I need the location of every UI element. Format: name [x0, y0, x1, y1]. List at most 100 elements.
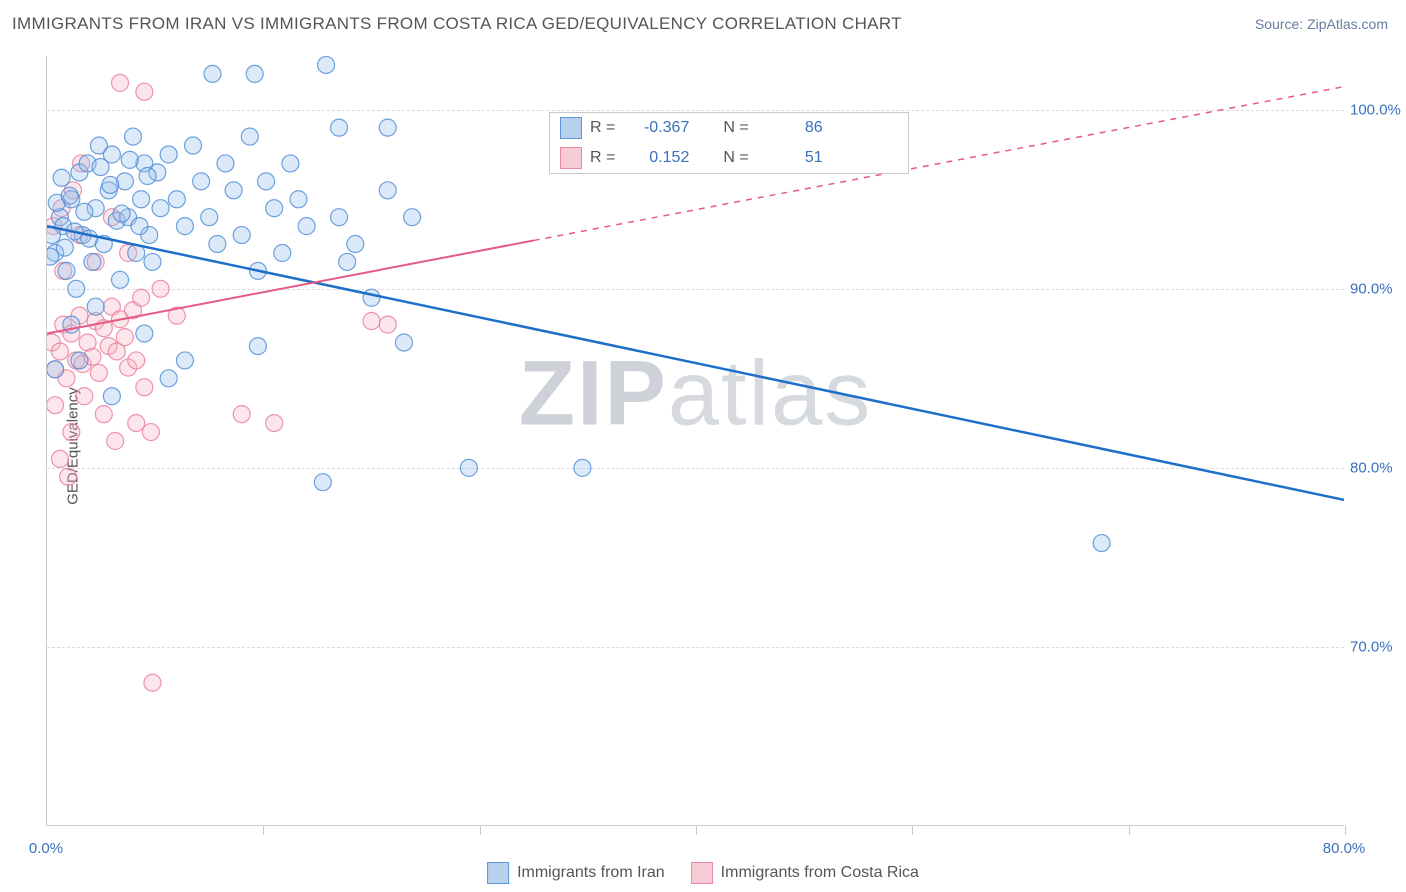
costa-rica-n-value: 51 — [761, 149, 823, 167]
data-point — [209, 236, 226, 253]
data-point — [76, 388, 93, 405]
data-point — [233, 406, 250, 423]
data-point — [128, 352, 145, 369]
data-point — [136, 83, 153, 100]
chart-title: IMMIGRANTS FROM IRAN VS IMMIGRANTS FROM … — [12, 14, 902, 34]
r-label: R = — [590, 119, 615, 137]
data-point — [76, 203, 93, 220]
n-label: N = — [723, 149, 748, 167]
data-point — [92, 159, 109, 176]
data-point — [1093, 535, 1110, 552]
swatch-iran-bottom — [487, 862, 509, 884]
data-point — [51, 450, 68, 467]
x-axis-label: 80.0% — [1323, 840, 1366, 857]
data-point — [144, 253, 161, 270]
data-point — [60, 468, 77, 485]
data-point — [290, 191, 307, 208]
data-point — [131, 218, 148, 235]
data-point — [233, 227, 250, 244]
data-point — [298, 218, 315, 235]
data-point — [318, 56, 335, 73]
data-point — [87, 298, 104, 315]
iran-n-value: 86 — [761, 119, 823, 137]
costa-rica-r-value: 0.152 — [627, 149, 689, 167]
y-tick-label: 90.0% — [1350, 280, 1406, 297]
data-point — [95, 406, 112, 423]
y-tick-label: 70.0% — [1350, 638, 1406, 655]
data-point — [258, 173, 275, 190]
swatch-iran — [560, 117, 582, 139]
data-point — [47, 397, 64, 414]
data-point — [460, 459, 477, 476]
data-point — [574, 459, 591, 476]
data-point — [58, 262, 75, 279]
x-tick — [263, 825, 264, 835]
data-point — [249, 338, 266, 355]
data-point — [84, 253, 101, 270]
data-point — [176, 218, 193, 235]
data-point — [128, 415, 145, 432]
data-point — [331, 119, 348, 136]
iran-r-value: -0.367 — [627, 119, 689, 137]
data-point — [404, 209, 421, 226]
data-point — [363, 289, 380, 306]
legend-row-costa-rica: R = 0.152 N = 51 — [550, 143, 908, 173]
data-point — [47, 361, 64, 378]
data-point — [152, 280, 169, 297]
data-point — [241, 128, 258, 145]
data-point — [266, 415, 283, 432]
data-point — [379, 119, 396, 136]
data-point — [266, 200, 283, 217]
x-tick — [1129, 825, 1130, 835]
data-point — [331, 209, 348, 226]
data-point — [51, 343, 68, 360]
data-point — [395, 334, 412, 351]
legend-row-iran: R = -0.367 N = 86 — [550, 113, 908, 143]
legend-item-costa-rica: Immigrants from Costa Rica — [691, 862, 919, 884]
x-axis-label: 0.0% — [29, 840, 63, 857]
data-point — [160, 370, 177, 387]
x-tick — [480, 825, 481, 835]
data-point — [160, 146, 177, 163]
data-point — [314, 474, 331, 491]
y-tick-label: 80.0% — [1350, 459, 1406, 476]
data-point — [217, 155, 234, 172]
data-point — [339, 253, 356, 270]
data-point — [56, 239, 73, 256]
data-point — [152, 200, 169, 217]
data-point — [168, 191, 185, 208]
legend-item-iran: Immigrants from Iran — [487, 862, 665, 884]
r-label: R = — [590, 149, 615, 167]
data-point — [204, 65, 221, 82]
data-point — [102, 176, 119, 193]
n-label: N = — [723, 119, 748, 137]
data-point — [246, 65, 263, 82]
data-point — [121, 151, 138, 168]
data-point — [116, 329, 133, 346]
data-point — [63, 424, 80, 441]
data-point — [201, 209, 218, 226]
plot-area: ZIPatlas R = -0.367 N = 86 R = 0.152 N =… — [46, 56, 1344, 826]
data-point — [103, 388, 120, 405]
data-point — [282, 155, 299, 172]
data-point — [61, 187, 78, 204]
data-point — [142, 424, 159, 441]
data-point — [113, 205, 130, 222]
data-point — [90, 364, 107, 381]
data-point — [176, 352, 193, 369]
data-point — [68, 280, 85, 297]
swatch-costa-rica — [560, 147, 582, 169]
x-tick — [696, 825, 697, 835]
regression-line — [47, 226, 1344, 500]
data-point — [136, 325, 153, 342]
data-point — [274, 244, 291, 261]
data-point — [185, 137, 202, 154]
data-point — [53, 169, 70, 186]
data-point — [144, 674, 161, 691]
x-tick — [1345, 825, 1346, 835]
data-point — [71, 352, 88, 369]
data-point — [112, 74, 129, 91]
x-tick — [912, 825, 913, 835]
y-tick-label: 100.0% — [1350, 101, 1406, 118]
data-point — [379, 316, 396, 333]
